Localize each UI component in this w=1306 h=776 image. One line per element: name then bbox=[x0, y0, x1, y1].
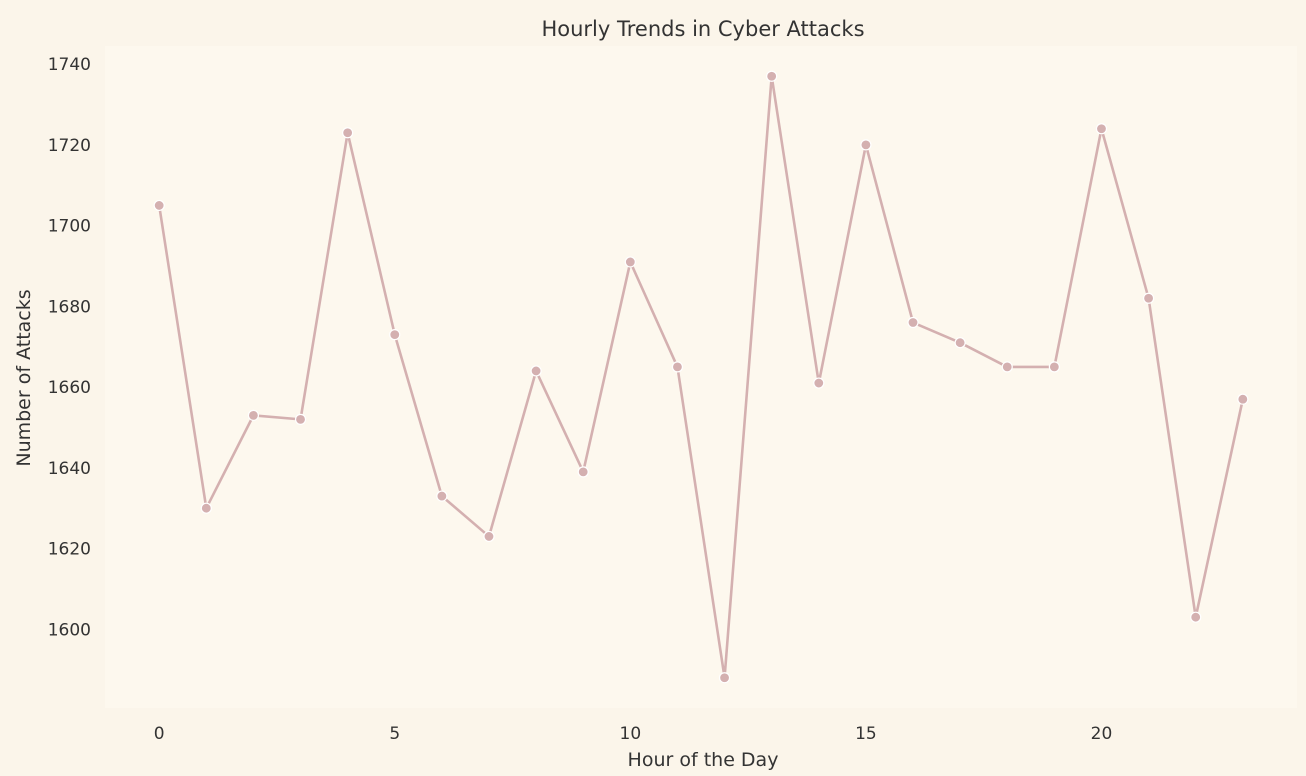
data-point[interactable] bbox=[624, 256, 636, 268]
y-tick-label: 1700 bbox=[48, 217, 91, 237]
data-point[interactable] bbox=[200, 502, 212, 514]
data-point[interactable] bbox=[1237, 393, 1249, 405]
data-point[interactable] bbox=[907, 316, 919, 329]
x-tick-label: 15 bbox=[855, 724, 877, 744]
data-point[interactable] bbox=[1095, 123, 1108, 135]
y-tick-label: 1620 bbox=[48, 540, 91, 560]
data-point[interactable] bbox=[860, 139, 872, 151]
x-axis-ticks: 0 5 10 15 20 bbox=[154, 724, 1113, 744]
chart-title: Hourly Trends in Cyber Attacks bbox=[541, 17, 864, 41]
data-point[interactable] bbox=[1190, 611, 1202, 623]
data-point[interactable] bbox=[483, 530, 495, 543]
data-point[interactable] bbox=[766, 70, 778, 82]
series-group bbox=[153, 70, 1249, 684]
y-axis-title: Number of Attacks bbox=[13, 289, 35, 466]
x-tick-label: 20 bbox=[1091, 724, 1113, 744]
series-line bbox=[157, 74, 1245, 680]
y-tick-label: 1680 bbox=[48, 297, 91, 317]
x-tick-label: 10 bbox=[620, 724, 642, 744]
data-point[interactable] bbox=[671, 361, 684, 373]
data-point[interactable] bbox=[813, 377, 825, 389]
y-tick-label: 1640 bbox=[48, 459, 91, 479]
x-tick-label: 0 bbox=[154, 724, 165, 744]
y-tick-label: 1660 bbox=[48, 378, 91, 398]
x-tick-label: 5 bbox=[389, 724, 400, 744]
data-point[interactable] bbox=[954, 337, 966, 349]
data-point[interactable] bbox=[294, 413, 307, 425]
y-tick-label: 1720 bbox=[48, 136, 91, 156]
data-point[interactable] bbox=[530, 365, 542, 377]
data-point[interactable] bbox=[1048, 361, 1060, 373]
data-point[interactable] bbox=[436, 490, 448, 502]
data-point[interactable] bbox=[389, 329, 401, 341]
data-point[interactable] bbox=[1142, 292, 1155, 304]
x-axis-title: Hour of the Day bbox=[628, 749, 779, 771]
y-tick-label: 1740 bbox=[48, 55, 91, 75]
data-point[interactable] bbox=[718, 672, 731, 684]
data-point[interactable] bbox=[342, 127, 354, 139]
data-point[interactable] bbox=[577, 466, 589, 478]
y-axis-ticks: 1600 1620 1640 1660 1680 1700 1720 1740 bbox=[48, 55, 91, 640]
y-tick-label: 1600 bbox=[48, 620, 91, 640]
data-point[interactable] bbox=[153, 199, 165, 212]
plot-area bbox=[105, 46, 1297, 708]
data-point[interactable] bbox=[1001, 361, 1013, 373]
data-point[interactable] bbox=[247, 409, 260, 421]
